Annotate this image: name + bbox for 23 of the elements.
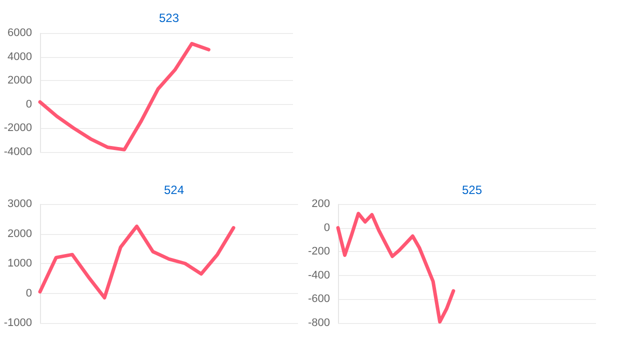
chart-title: 523 xyxy=(158,11,180,25)
y-tick-label: -400 xyxy=(308,269,330,282)
y-tick-label: -1000 xyxy=(4,317,32,329)
y-tick-label: 2000 xyxy=(8,228,32,240)
y-tick-label: -200 xyxy=(308,246,330,258)
y-tick-label: -800 xyxy=(308,317,330,329)
y-tick-label: 200 xyxy=(312,198,330,210)
chart-title: 525 xyxy=(462,183,482,197)
y-tick-label: 0 xyxy=(26,98,32,110)
line-series xyxy=(38,42,210,152)
y-tick-label: -600 xyxy=(308,293,330,306)
y-tick-label: 0 xyxy=(324,222,330,234)
chart-title: 524 xyxy=(164,183,184,197)
y-tick-label: 2000 xyxy=(8,74,32,87)
y-tick-label: 4000 xyxy=(8,50,32,63)
y-tick-label: 1000 xyxy=(8,258,32,270)
y-tick-label: -2000 xyxy=(4,122,32,134)
y-tick-label: 6000 xyxy=(8,27,32,39)
y-tick-label: 3000 xyxy=(8,198,32,210)
y-tick-label: 0 xyxy=(26,287,32,300)
line-series xyxy=(336,212,456,324)
line-series xyxy=(38,224,236,300)
y-tick-label: -4000 xyxy=(4,146,32,158)
